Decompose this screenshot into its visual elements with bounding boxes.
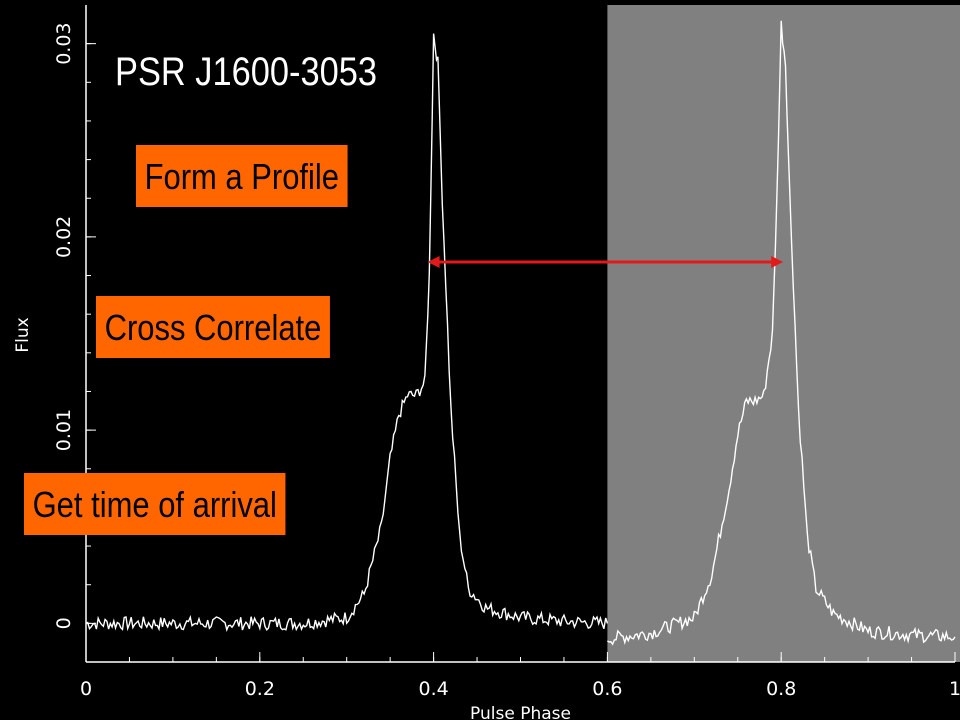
chart-title: PSR J1600-3053	[115, 50, 378, 94]
shaded-template-region	[607, 5, 960, 662]
x-tick-label: 0.8	[766, 678, 796, 700]
y-tick-label: 0.01	[53, 409, 75, 451]
x-tick-label: 0	[80, 678, 92, 700]
x-axis-label: Pulse Phase	[470, 704, 571, 720]
profile-series	[85, 20, 956, 646]
x-tick-label: 0.6	[592, 678, 622, 700]
axis-ticks: 0 0.2 0.4 0.6 0.8 1 0 0.01 0.02 0.03	[53, 22, 960, 700]
callout-cross-correlate: Cross Correlate	[96, 296, 330, 358]
callout-form-profile: Form a Profile	[136, 145, 348, 207]
y-tick-label: 0	[53, 617, 75, 629]
arrow-head-left	[427, 256, 440, 269]
arrow-head-right	[771, 256, 784, 269]
profile-line-0	[85, 33, 609, 633]
y-tick-label: 0.02	[53, 216, 75, 258]
profile-line-1	[607, 20, 956, 646]
phase-offset-arrow	[427, 256, 784, 269]
callout-time-of-arrival: Get time of arrival	[24, 473, 286, 535]
x-tick-label: 0.4	[418, 678, 448, 700]
y-tick-label: 0.03	[53, 22, 75, 64]
x-tick-label: 0.2	[245, 678, 275, 700]
y-axis-label: Flux	[13, 317, 33, 352]
x-tick-label: 1	[949, 678, 960, 700]
